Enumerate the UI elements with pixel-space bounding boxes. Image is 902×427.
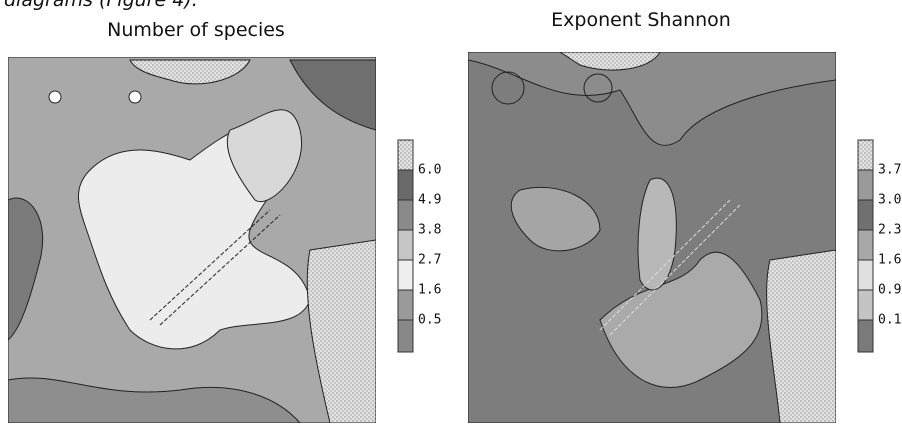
legend-label: 2.7 — [418, 253, 441, 268]
legend-label: 3.8 — [418, 223, 441, 238]
panel-title: Number of species — [107, 19, 285, 41]
caption: diagrams (Figure 4). — [4, 0, 198, 11]
legend-label: 3.0 — [878, 193, 901, 208]
legend — [398, 140, 413, 352]
legend-label: 0.9 — [878, 283, 901, 298]
legend — [858, 140, 873, 352]
legend-label: 0.5 — [418, 313, 441, 328]
panel-title: Exponent Shannon — [551, 9, 731, 31]
legend-label: 0.1 — [878, 313, 901, 328]
legend-label: 3.7 — [878, 163, 901, 178]
map — [8, 57, 376, 423]
legend-label: 1.6 — [878, 253, 901, 268]
legend-label: 6.0 — [418, 163, 441, 178]
legend-label: 2.3 — [878, 223, 901, 238]
legend-label: 4.9 — [418, 193, 441, 208]
figure: diagrams (Figure 4). Number of species 6… — [0, 0, 902, 423]
legend-labels: 3.7 3.0 2.3 1.6 0.9 0.1 — [878, 163, 901, 328]
map — [468, 52, 836, 423]
legend-labels: 6.0 4.9 3.8 2.7 1.6 0.5 — [418, 163, 441, 328]
legend-label: 1.6 — [418, 283, 441, 298]
